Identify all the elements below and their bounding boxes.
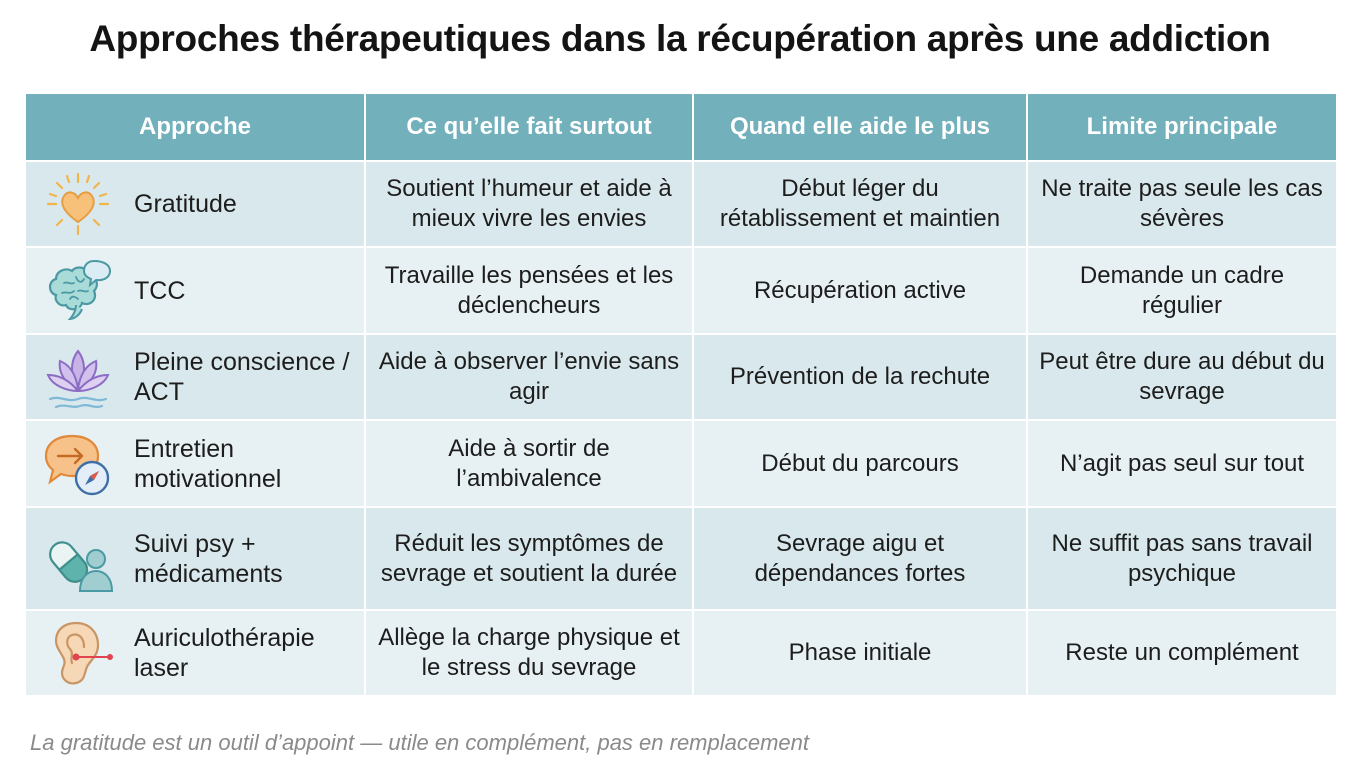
page-title: Approches thérapeutiques dans la récupér… — [89, 18, 1271, 59]
approach-cell: Auriculothérapie laser — [24, 609, 366, 697]
main-limit-cell: Reste un complément — [1026, 609, 1338, 697]
speech-compass-icon — [44, 434, 110, 495]
footnote: La gratitude est un outil d’appoint — ut… — [30, 730, 810, 755]
table-row: Auriculothérapie laser Allège la charge … — [24, 609, 1338, 697]
what-it-does-cell: Aide à sortir de l’ambivalence — [364, 419, 694, 508]
approach-label: Auriculothérapie laser — [134, 624, 315, 682]
what-it-does-cell: Allège la charge physique et le stress d… — [364, 609, 694, 697]
when-it-helps-cell: Début léger du rétablissement et maintie… — [692, 160, 1028, 248]
header-approach: Approche — [24, 92, 366, 162]
table-row: Gratitude Soutient l’humeur et aide à mi… — [24, 160, 1338, 248]
header-main-limit: Limite principale — [1026, 92, 1338, 162]
main-limit-cell: Peut être dure au début du sevrage — [1026, 333, 1338, 421]
brain-speech-icon — [48, 259, 112, 320]
what-it-does-cell: Réduit les symptômes de sevrage et souti… — [364, 506, 694, 611]
when-it-helps-cell: Sevrage aigu et dépendances fortes — [692, 506, 1028, 611]
what-it-does-cell: Travaille les pensées et les déclencheur… — [364, 246, 694, 335]
main-limit-cell: Ne suffit pas sans travail psychique — [1026, 506, 1338, 611]
main-limit-cell: Demande un cadre régulier — [1026, 246, 1338, 335]
approach-cell: Suivi psy + médicaments — [24, 506, 366, 611]
when-it-helps-cell: Récupération active — [692, 246, 1028, 335]
table-header-row: Approche Ce qu’elle fait surtout Quand e… — [24, 92, 1338, 162]
table-row: Entretien motivationnel Aide à sortir de… — [24, 419, 1338, 508]
ear-laser-icon — [54, 621, 113, 685]
what-it-does-cell: Aide à observer l’envie sans agir — [364, 333, 694, 421]
when-it-helps-cell: Début du parcours — [692, 419, 1028, 508]
table-row: TCC Travaille les pensées et les déclenc… — [24, 246, 1338, 335]
approach-cell: Pleine conscience / ACT — [24, 333, 366, 421]
approach-label: TCC — [134, 276, 186, 305]
header-what-it-does: Ce qu’elle fait surtout — [364, 92, 694, 162]
header-when-it-helps: Quand elle aide le plus — [692, 92, 1028, 162]
therapy-approaches-table: Approche Ce qu’elle fait surtout Quand e… — [24, 92, 1338, 697]
when-it-helps-cell: Phase initiale — [692, 609, 1028, 697]
main-limit-cell: N’agit pas seul sur tout — [1026, 419, 1338, 508]
pill-person-icon — [49, 540, 114, 592]
approach-label: Pleine conscience / ACT — [134, 348, 350, 406]
lotus-icon — [46, 349, 110, 409]
approach-label: Entretien motivationnel — [134, 434, 282, 493]
heart-sun-icon — [46, 172, 110, 236]
when-it-helps-cell: Prévention de la rechute — [692, 333, 1028, 421]
approach-cell: Entretien motivationnel — [24, 419, 366, 508]
main-limit-cell: Ne traite pas seule les cas sévères — [1026, 160, 1338, 248]
approach-cell: TCC — [24, 246, 366, 335]
approach-cell: Gratitude — [24, 160, 366, 248]
table-row: Pleine conscience / ACT Aide à observer … — [24, 333, 1338, 421]
what-it-does-cell: Soutient l’humeur et aide à mieux vivre … — [364, 160, 694, 248]
table-row: Suivi psy + médicaments Réduit les sympt… — [24, 506, 1338, 611]
approach-label: Suivi psy + médicaments — [134, 529, 283, 588]
approach-label: Gratitude — [134, 190, 237, 218]
